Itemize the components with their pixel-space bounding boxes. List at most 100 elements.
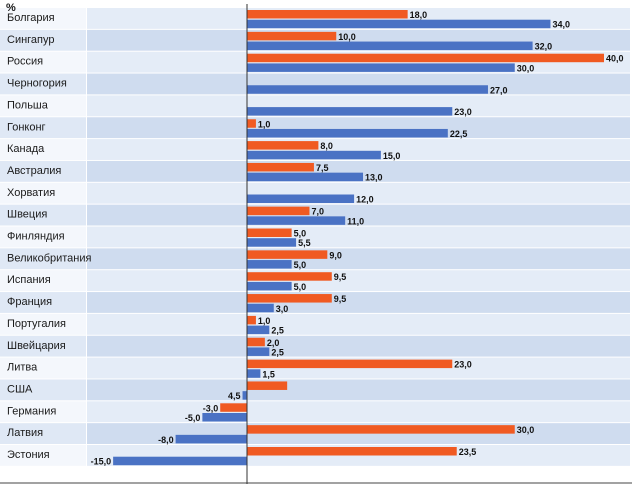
data-label: 27,0 <box>490 85 508 95</box>
row-label-bg <box>0 357 86 379</box>
bar-orange <box>247 162 314 172</box>
data-label: 1,0 <box>258 119 271 129</box>
category-label: Германия <box>7 405 56 417</box>
data-label: 2,0 <box>267 338 280 348</box>
data-label: 5,0 <box>294 282 307 292</box>
row-plot-bg <box>87 139 630 160</box>
row-label-bg <box>0 313 86 335</box>
row-plot-bg <box>87 313 630 335</box>
row-label-bg <box>0 445 86 466</box>
row-plot-bg <box>87 292 630 313</box>
bar-orange <box>247 119 256 128</box>
category-label: Сингапур <box>7 34 55 46</box>
bars <box>113 4 604 484</box>
bar-blue <box>247 128 448 138</box>
unit-label: % <box>6 2 16 14</box>
row-plot-bg <box>87 248 630 270</box>
row-label-bg <box>0 292 86 313</box>
data-label: 4,5 <box>228 391 241 401</box>
bar-blue <box>247 260 292 269</box>
bar-blue <box>247 325 270 335</box>
row-label-bg <box>0 226 86 248</box>
bar-blue <box>247 281 292 291</box>
category-label: Польша <box>7 99 49 111</box>
data-label: 5,0 <box>294 260 307 270</box>
category-label: Великобритания <box>7 252 92 264</box>
row-label-bg <box>0 8 86 29</box>
row-plot-bg <box>87 226 630 248</box>
row-plot-bg <box>87 160 630 182</box>
data-label: 8,0 <box>320 141 333 151</box>
data-label: 7,5 <box>316 163 329 173</box>
bar-blue <box>247 216 346 225</box>
row-plot-bg <box>87 401 630 423</box>
data-label: -3,0 <box>203 403 219 413</box>
row-label-bg <box>0 379 86 401</box>
data-label: 7,0 <box>311 207 324 217</box>
bar-orange <box>247 381 288 390</box>
bar-blue <box>247 194 355 203</box>
row-label-bg <box>0 117 86 139</box>
bar-orange <box>247 250 328 259</box>
bar-blue <box>247 238 297 247</box>
row-label-bg <box>0 248 86 270</box>
bar-blue <box>247 63 515 72</box>
data-label: 2,5 <box>271 326 284 336</box>
data-label: 12,0 <box>356 195 374 205</box>
data-label: 10,0 <box>338 32 356 42</box>
data-label: 13,0 <box>365 173 383 183</box>
data-label: 18,0 <box>410 10 428 20</box>
data-label: 9,5 <box>334 294 347 304</box>
row-label-bg <box>0 270 86 292</box>
category-label: Россия <box>7 56 43 68</box>
category-label: Латвия <box>7 427 43 439</box>
row-label-bg <box>0 139 86 160</box>
bar-blue <box>247 19 551 29</box>
bar-blue <box>247 369 261 378</box>
bar-orange <box>247 272 332 281</box>
bar-blue <box>247 150 381 160</box>
data-label: -8,0 <box>158 435 174 445</box>
data-label: 9,5 <box>334 272 347 282</box>
data-label: 5,0 <box>294 229 307 239</box>
data-label: 40,0 <box>606 54 624 64</box>
bar-orange <box>247 53 604 63</box>
category-label: Португалия <box>7 318 66 330</box>
category-label: Черногория <box>7 78 67 90</box>
row-label-bg <box>0 73 86 95</box>
row-label-bg <box>0 95 86 117</box>
data-label: 1,0 <box>258 316 271 326</box>
bar-blue <box>247 85 488 94</box>
bar-orange <box>247 359 453 369</box>
data-label: 22,5 <box>450 129 468 139</box>
bar-blue <box>242 391 247 400</box>
row-label-bg <box>0 401 86 423</box>
data-label: -15,0 <box>91 457 112 467</box>
row-plot-bg <box>87 270 630 292</box>
labels: Болгария 18,0 34,0 Сингапур 10,0 32,0 Россия 40… <box>7 10 624 467</box>
bar-orange <box>247 337 265 347</box>
category-label: Эстония <box>7 449 50 461</box>
row-label-bg <box>0 51 86 73</box>
category-label: Гонконг <box>7 121 46 133</box>
row-label-bg <box>0 29 86 51</box>
bar-blue <box>247 303 274 313</box>
data-label: 15,0 <box>383 151 401 161</box>
data-label: 30,0 <box>517 63 535 73</box>
category-label: Австралия <box>7 165 61 177</box>
data-label: 3,0 <box>276 304 289 314</box>
data-label: 9,0 <box>329 250 342 260</box>
bar-orange <box>247 206 310 216</box>
bar-orange <box>247 315 256 325</box>
row-plot-bg <box>87 117 630 139</box>
bar-blue <box>247 107 453 116</box>
bar-orange <box>247 141 319 150</box>
bar-blue <box>247 41 533 51</box>
category-label: Литва <box>7 362 38 374</box>
category-label: Болгария <box>7 12 55 24</box>
row-backgrounds <box>0 4 632 484</box>
bar-blue <box>247 347 270 356</box>
data-label: 1,5 <box>262 369 275 379</box>
